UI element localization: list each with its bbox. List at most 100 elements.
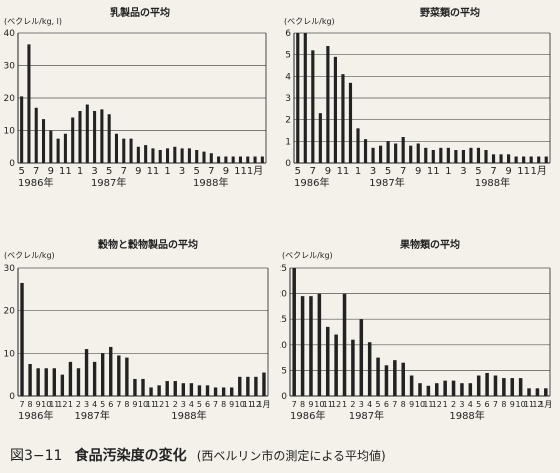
y-tick-label: 4 <box>285 72 291 82</box>
bar <box>149 387 153 396</box>
bar <box>303 33 307 163</box>
bar <box>92 361 97 396</box>
x-tick-label: 10 <box>235 400 245 409</box>
bar <box>173 146 177 163</box>
x-tick-label: 5 <box>18 166 24 177</box>
bar <box>325 326 330 396</box>
bar <box>309 296 313 396</box>
bar <box>78 111 82 163</box>
year-label: 1988年 <box>193 176 228 189</box>
x-tick-label: 7 <box>292 400 297 409</box>
year-label: 1987年 <box>74 409 109 422</box>
x-tick-label: 2 <box>76 400 81 409</box>
bar <box>165 381 169 396</box>
x-tick-label: 11 <box>427 166 440 177</box>
x-tick-label: 9 <box>223 166 229 177</box>
bar <box>181 383 186 396</box>
bar <box>484 150 488 163</box>
bar <box>260 156 264 163</box>
bar <box>416 143 420 163</box>
x-tick-label: 2 <box>173 400 178 409</box>
bar <box>141 378 145 396</box>
x-tick-label: 6 <box>384 400 389 409</box>
x-tick-label: 9 <box>48 166 54 177</box>
x-tick-label: 1月 <box>539 400 552 409</box>
year-label: 1986年 <box>18 176 53 189</box>
year-label: 1988年 <box>171 409 206 422</box>
x-tick-label: 1 <box>68 400 73 409</box>
x-tick-label: 4 <box>92 400 97 409</box>
year-label: 1987年 <box>349 409 384 422</box>
bar <box>136 146 140 163</box>
bar <box>209 153 213 163</box>
bar <box>418 383 422 396</box>
y-tick-label: 1 <box>285 137 291 147</box>
x-tick-label: 11 <box>524 400 534 409</box>
bar <box>187 148 191 163</box>
x-tick-label: 11 <box>234 166 247 177</box>
bar <box>499 154 503 163</box>
bar <box>180 148 184 163</box>
bar <box>493 375 498 396</box>
bar <box>379 145 383 163</box>
bar <box>246 156 250 163</box>
y-axis-label: (ベクレル/kg) <box>284 17 335 26</box>
year-label: 1986年 <box>290 409 325 422</box>
bar <box>20 96 24 163</box>
figure-caption: 図3−11 食品汚染度の変化 (西ベルリン市の測定による平均値) <box>10 445 386 465</box>
x-tick-label: 1 <box>165 400 170 409</box>
bar <box>507 154 511 163</box>
bar <box>217 156 221 163</box>
bar <box>363 139 368 163</box>
x-tick-label: 4 <box>468 400 473 409</box>
x-tick-label: 11 <box>517 166 530 177</box>
x-tick-label: 7 <box>19 400 24 409</box>
x-tick-label: 9 <box>415 166 421 177</box>
x-tick-label: 6 <box>108 400 113 409</box>
bar <box>49 130 53 163</box>
bar <box>76 368 81 396</box>
x-tick-label: 4 <box>189 400 194 409</box>
bar <box>451 380 456 396</box>
x-tick-label: 5 <box>476 400 481 409</box>
bar <box>238 376 242 396</box>
bar <box>394 143 398 163</box>
x-tick-label: 7 <box>400 166 406 177</box>
x-tick-label: 11 <box>423 400 433 409</box>
x-tick-label: 12 <box>57 400 67 409</box>
bar <box>386 141 390 163</box>
bar <box>246 376 250 396</box>
bar <box>85 104 89 163</box>
chart-fruits: 果物類の平均(ベクレル/kg)0510152025789101112123456… <box>280 238 552 422</box>
bar <box>202 151 206 163</box>
bar <box>311 50 315 164</box>
bar <box>431 150 435 163</box>
bar <box>205 385 210 396</box>
bar <box>20 282 24 396</box>
y-tick-label: 3 <box>285 94 291 104</box>
bar <box>52 368 56 396</box>
figure-number: 図3−11 <box>10 448 63 464</box>
bar <box>476 147 481 163</box>
bar <box>165 148 170 163</box>
bar <box>351 339 355 396</box>
bar <box>34 107 38 163</box>
bar <box>117 355 121 396</box>
bar <box>262 372 266 396</box>
y-axis-label: (ベクレル/kg) <box>4 251 55 260</box>
x-tick-label: 6 <box>485 400 490 409</box>
x-tick-label: 7 <box>33 166 39 177</box>
figure-title: 食品汚染度の変化 <box>74 448 187 464</box>
x-tick-label: 1 <box>355 166 361 177</box>
y-tick-label: 10 <box>280 341 287 351</box>
x-tick-label: 5 <box>475 166 481 177</box>
x-tick-label: 1 <box>77 166 83 177</box>
x-tick-label: 8 <box>28 400 33 409</box>
bar <box>114 133 119 163</box>
chart-title: 野菜類の平均 <box>420 6 480 19</box>
bar <box>454 150 458 163</box>
x-tick-label: 7 <box>493 400 498 409</box>
x-tick-label: 10 <box>41 400 51 409</box>
bar <box>292 268 296 396</box>
